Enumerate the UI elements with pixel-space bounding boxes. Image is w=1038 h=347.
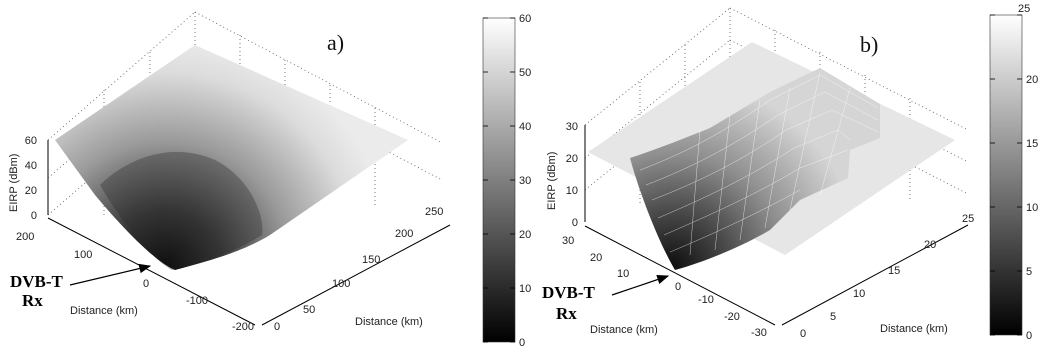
x-tick-label: 0	[800, 328, 806, 340]
colorbar-a-bar	[482, 17, 516, 343]
y-tick-label: 20	[590, 252, 602, 264]
panel-a-rx-line1: DVB-T	[10, 272, 64, 291]
colorbar-a-tick: 0	[519, 337, 525, 347]
panel-b-label: b)	[860, 32, 878, 57]
colorbar-b-bar	[989, 14, 1023, 336]
colorbar-a-tick: 50	[519, 67, 531, 79]
colorbar-a-tick: 30	[519, 175, 531, 187]
z-tick-label: 60	[25, 135, 37, 147]
panel-b-xlabel: Distance (km)	[880, 323, 948, 335]
z-tick-label: 0	[572, 217, 578, 229]
x-tick-label: 0	[274, 321, 280, 333]
panel-a-axes	[47, 140, 451, 326]
panel-a-ylabel: Distance (km)	[70, 305, 138, 317]
z-tick-label: 20	[566, 153, 578, 165]
x-tick-label: 250	[425, 206, 443, 218]
y-tick-label: 30	[562, 235, 574, 247]
y-tick-label: 200	[16, 231, 34, 243]
panel-a-z-ticks: 0 20 40 60	[25, 135, 37, 222]
x-tick-label: 150	[362, 254, 380, 266]
panel-a-label: a)	[327, 30, 344, 55]
panel-b-rx-line2: Rx	[556, 304, 577, 323]
panel-a-zlabel: EIRP (dBm)	[8, 154, 20, 212]
y-tick-label: -30	[751, 327, 767, 339]
x-tick-label: 100	[332, 278, 350, 290]
z-tick-label: 30	[566, 121, 578, 133]
panel-b-x-ticks: 0 5 10 15 20 25	[800, 213, 974, 340]
panel-a-rx-arrow	[69, 263, 152, 286]
colorbar-b-tick: 5	[1026, 266, 1032, 278]
colorbar-b-tick: 10	[1026, 202, 1038, 214]
x-tick-label: 25	[962, 213, 974, 225]
colorbar-a-tick: 40	[519, 121, 531, 133]
panel-b-mesh	[630, 68, 880, 270]
x-tick-label: 15	[888, 265, 900, 277]
panel-b-colorbar: 0 5 10 15 20 25	[989, 3, 1038, 342]
panel-a-y-ticks: 200 100 0 -100 -200	[16, 231, 254, 333]
y-tick-label: 100	[74, 249, 92, 261]
panel-a-x-ticks: 0 50 100 150 200 250	[274, 206, 443, 333]
colorbar-a-tick: 60	[519, 13, 531, 25]
y-tick-label: -10	[698, 294, 714, 306]
colorbar-b-tick: 20	[1026, 74, 1038, 86]
x-tick-label: 5	[830, 311, 836, 323]
panel-b-zlabel: EIRP (dBm)	[546, 152, 558, 210]
colorbar-b-tick: 0	[1026, 330, 1032, 342]
x-tick-label: 10	[853, 288, 865, 300]
panel-b-axes	[584, 125, 969, 326]
panel-a-xlabel: Distance (km)	[355, 316, 423, 328]
panel-a-surface	[55, 45, 408, 270]
x-tick-label: 20	[924, 239, 936, 251]
panel-b-y-ticks: 30 20 10 0 -10 -20 -30	[562, 235, 767, 339]
y-tick-label: 0	[675, 281, 681, 293]
panel-b-mesh-lines	[639, 71, 879, 256]
x-tick-label: 200	[395, 228, 413, 240]
y-tick-label: -20	[724, 311, 740, 323]
x-tick-label: 50	[303, 304, 315, 316]
y-tick-label: -100	[186, 295, 208, 307]
z-tick-label: 20	[25, 185, 37, 197]
panel-b-ylabel: Distance (km)	[590, 324, 658, 336]
z-tick-label: 0	[31, 210, 37, 222]
colorbar-b-tick: 25	[1018, 3, 1030, 15]
z-tick-label: 40	[25, 160, 37, 172]
panel-a-rx-line2: Rx	[22, 291, 43, 310]
panel-b-rx-arrow	[611, 274, 670, 296]
y-tick-label: 10	[617, 268, 629, 280]
panel-a: 0 20 40 60 EIRP (dBm) 200 100 0 -100 -20…	[8, 11, 451, 333]
panel-b: 0 10 20 30 EIRP (dBm) 30 20 10 0 -10 -20…	[542, 7, 974, 340]
panel-b-z-ticks: 0 10 20 30	[566, 121, 578, 229]
y-tick-label: -200	[232, 321, 254, 333]
colorbar-b-tick: 15	[1026, 138, 1038, 150]
panel-a-basin	[100, 151, 263, 270]
colorbar-a-tick: 20	[519, 229, 531, 241]
colorbar-a-tick: 10	[519, 283, 531, 295]
panel-a-colorbar: 0 10 20 30 40 50 60	[482, 13, 531, 347]
z-tick-label: 10	[566, 185, 578, 197]
y-tick-label: 0	[143, 278, 149, 290]
panel-b-rx-line1: DVB-T	[542, 283, 596, 302]
